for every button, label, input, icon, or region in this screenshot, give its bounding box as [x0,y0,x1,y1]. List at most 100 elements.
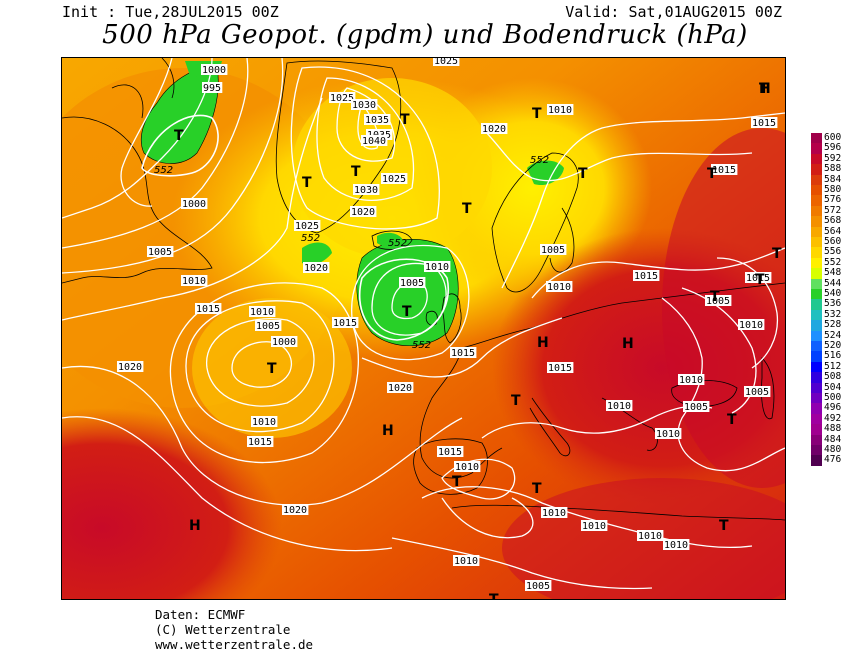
pressure-label-bg [249,306,276,317]
pressure-label: 1005 [745,387,769,398]
pressure-label: 1010 [542,508,566,519]
legend-swatch [811,237,822,248]
legend-level-label: 572 [824,204,842,216]
pressure-label: 1005 [400,278,424,289]
pressure-label: 1015 [634,271,658,282]
pressure-label-bg [633,270,660,281]
pressure-label-bg [745,272,772,283]
pressure-label: 1020 [351,207,375,218]
geopotential-value-label: 552 [530,155,549,166]
legend-swatch [811,226,822,237]
legend-swatch [811,330,822,341]
legend-level-label: 576 [824,194,842,206]
pressure-label: 1015 [548,363,572,374]
pressure-label-bg [251,416,278,427]
legend-swatch [811,164,822,175]
pressure-label: 1015 [248,437,272,448]
pressure-label-bg [381,173,408,184]
low-pressure-label: T [402,304,412,320]
pressure-label: 1010 [656,429,680,440]
pressure-label-bg [678,374,705,385]
legend-swatch [811,320,822,331]
legend-swatch [811,361,822,373]
legend-swatch [811,185,822,196]
pressure-label-bg [433,58,460,66]
init-time-label: Init : Tue,28JUL2015 00Z [62,3,279,21]
low-pressure-label: T [755,272,765,288]
legend-level-label: 584 [824,173,842,185]
legend-level-label: 556 [824,246,842,258]
legend-level-label: 580 [824,184,842,195]
pressure-label-bg [117,361,144,372]
low-pressure-label: T [511,393,521,409]
legend-swatch [811,455,822,466]
legend-level-label: 488 [824,423,842,435]
legend-entry: 528 [811,319,850,331]
legend-entry: 556 [811,246,850,258]
geopotential-value-label: 552 [301,233,320,244]
legend-swatch [811,268,822,279]
pressure-label: 1010 [425,262,449,273]
low-pressure-label: T [707,166,717,182]
pressure-label-bg [751,117,778,128]
low-pressure-label: T [719,518,729,534]
pressure-label-bg [387,382,414,393]
pressure-label: 1010 [547,282,571,293]
legend-swatch [811,351,822,362]
pressure-label: 1040 [362,136,386,147]
pressure-label: 1010 [679,375,703,386]
pressure-label-bg [271,336,298,347]
legend-level-label: 540 [824,288,842,299]
legend-level-label: 536 [824,298,842,310]
legend-swatch [811,403,822,414]
pressure-label-bg [547,362,574,373]
legend-swatch [811,153,822,165]
legend-swatch [811,445,822,456]
pressure-label-bg [454,461,481,472]
pressure-label-bg [705,295,732,306]
legend-swatch [811,309,822,321]
legend-level-label: 484 [824,433,842,445]
pressure-label: 1025 [382,174,406,185]
pressure-label-bg [361,135,388,146]
legend-level-label: 492 [824,412,842,424]
pressure-label-bg [744,386,771,397]
legend-entry: 504 [811,382,850,393]
footer-credits: Daten: ECMWF (C) Wetterzentrale www.wett… [155,607,313,652]
legend-entry: 484 [811,433,850,445]
pressure-label: 1010 [454,556,478,567]
pressure-label-bg [683,401,710,412]
coastlines [62,58,785,521]
legend-level-label: 592 [824,152,842,164]
low-pressure-label: T [532,481,542,497]
pressure-label: 1000 [202,65,226,76]
legend-swatch [811,372,822,383]
high-pressure-label: H [382,423,394,439]
pressure-label-bg [546,281,573,292]
footer-copyright: (C) Wetterzentrale [155,622,291,637]
low-pressure-label: T [400,112,410,128]
low-pressure-label: T [452,474,462,490]
legend-entry: 576 [811,194,850,206]
pressure-label-bg [711,164,738,175]
low-pressure-label: T [267,361,277,377]
legend-swatch [811,289,822,300]
high-pressure-label: H [759,81,771,97]
pressure-label: 1025 [330,93,354,104]
pressure-label: 1020 [388,383,412,394]
legend-swatch [811,195,822,206]
pressure-label-bg [181,275,208,286]
legend-level-label: 520 [824,340,842,351]
pressure-label: 1020 [283,505,307,516]
legend-swatch [811,216,822,227]
legend-entry: 536 [811,298,850,310]
pressure-label-bg [255,320,282,331]
pressure-label-bg [195,303,222,314]
pressure-label-bg [540,244,567,255]
legend-swatch [811,174,822,185]
pressure-label: 1010 [252,417,276,428]
pressure-label-bg [637,530,664,541]
legend-swatch [811,133,822,144]
legend-swatch [811,278,822,289]
